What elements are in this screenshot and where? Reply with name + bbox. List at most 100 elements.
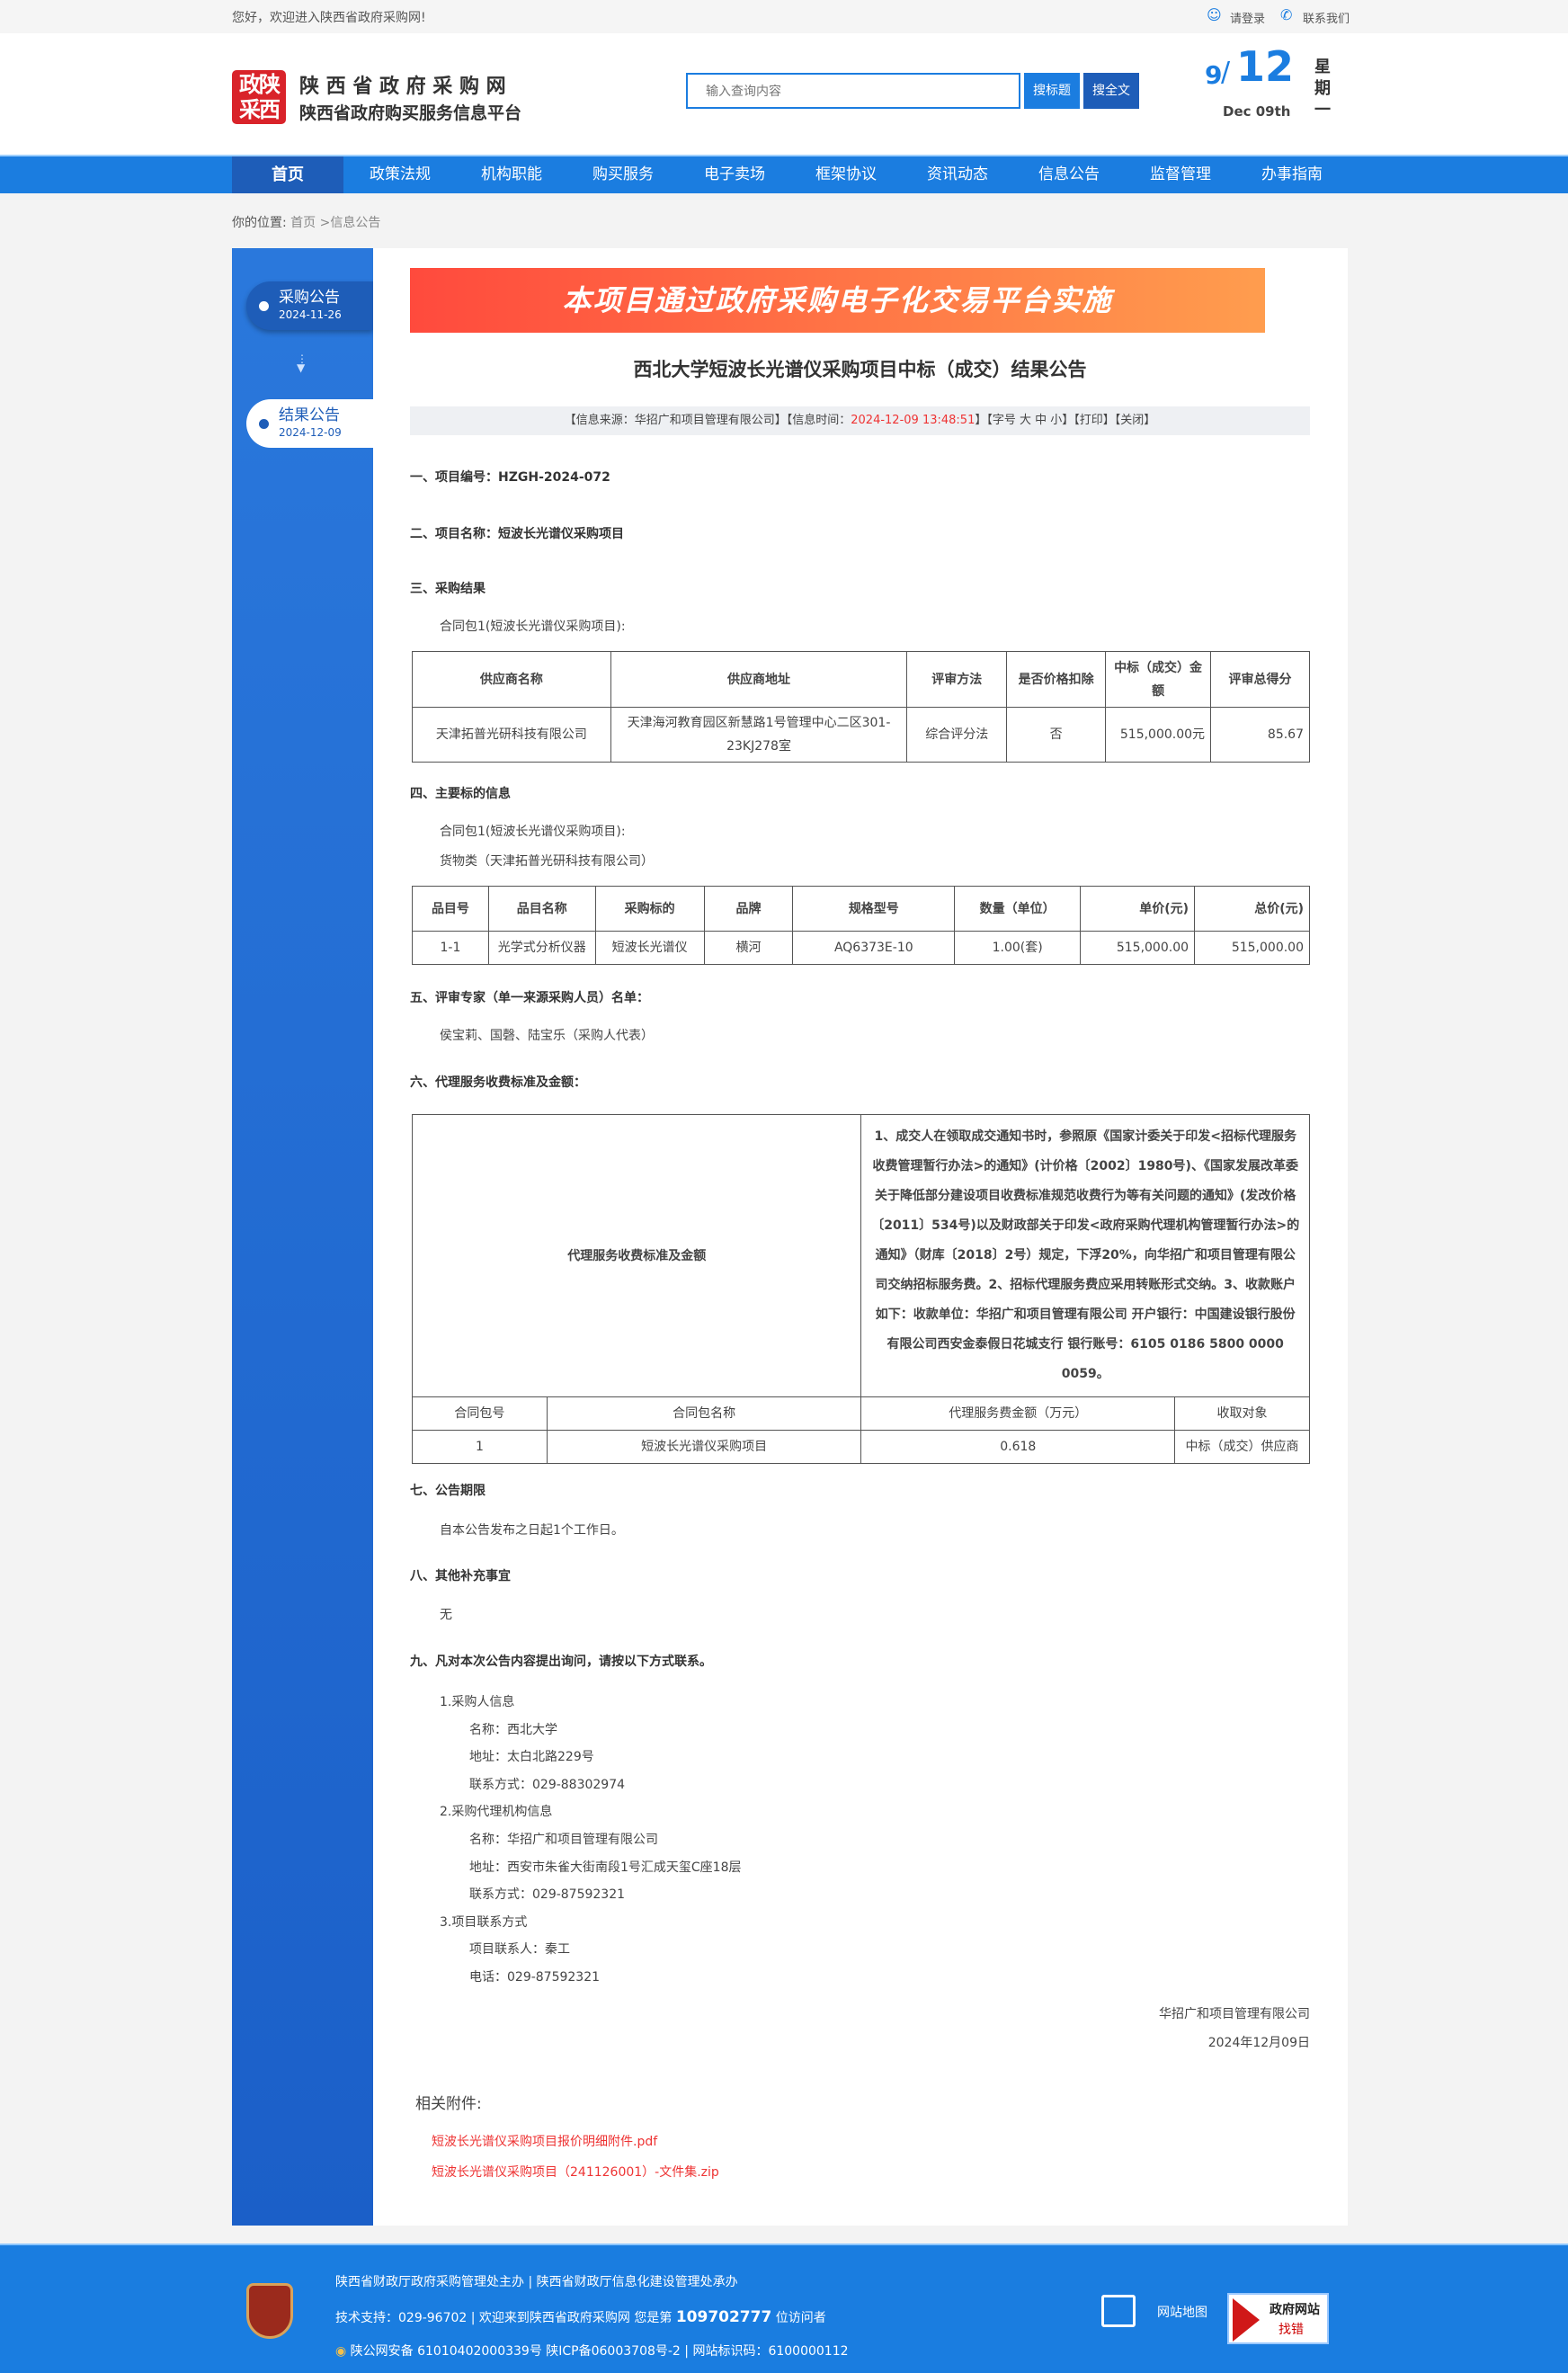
login-link[interactable]: 请登录: [1230, 13, 1266, 26]
table-row: 1 短波长光谱仪采购项目 0.618 中标（成交）供应商: [412, 1430, 1310, 1464]
nav-supervision[interactable]: 监督管理: [1150, 165, 1211, 183]
other-text: 无: [440, 1608, 452, 1622]
search-title-button[interactable]: 搜标题: [1024, 73, 1080, 109]
footer-line1: 陕西省财政厅政府采购管理处主办 | 陕西省财政厅信息化建设管理处承办: [335, 2275, 738, 2289]
table-header: 供应商地址: [610, 651, 908, 708]
cell: 天津海河教育园区新慧路1号管理中心二区301-23KJ278室: [610, 707, 908, 763]
date-month: 9: [1205, 60, 1223, 90]
nav-emall[interactable]: 电子卖场: [704, 165, 765, 183]
nav-framework[interactable]: 框架协议: [815, 165, 877, 183]
phone-icon: ✆: [1280, 6, 1293, 23]
table-header: 品牌: [703, 886, 794, 932]
contact-line: 联系方式：029-87592321: [469, 1887, 626, 1903]
date-slash: /: [1221, 57, 1231, 88]
cell: 光学式分析仪器: [487, 931, 596, 965]
cell: 1.00(套): [954, 931, 1082, 965]
section-other: 八、其他补充事宜: [410, 1569, 511, 1583]
section-contact: 九、凡对本次公告内容提出询问，请按以下方式联系。: [410, 1655, 712, 1669]
contact-line: 项目联系人：秦工: [469, 1942, 570, 1958]
attachment-link-pdf[interactable]: 短波长光谱仪采购项目报价明细附件.pdf: [432, 2135, 658, 2149]
period-text: 自本公告发布之日起1个工作日。: [440, 1523, 624, 1538]
contact-line: 电话：029-87592321: [469, 1969, 601, 1985]
section-result: 三、采购结果: [410, 582, 486, 596]
table-header: 品目号: [412, 886, 489, 932]
table-header: 评审方法: [906, 651, 1008, 708]
signature-date: 2024年12月09日: [1207, 2036, 1310, 2050]
badge-bottom: 找错: [1278, 2323, 1304, 2337]
table-header: 总价(元): [1194, 886, 1310, 932]
cell: 代理服务收费标准及金额: [411, 1114, 862, 1397]
cell: 综合评分法: [906, 707, 1008, 763]
section-project-name: 二、项目名称：短波长光谱仪采购项目: [410, 527, 624, 541]
nav-services[interactable]: 购买服务: [592, 165, 654, 183]
nav-policy[interactable]: 政策法规: [370, 165, 431, 183]
table-header: 合同包名称: [546, 1396, 862, 1431]
sidebar-item-result[interactable]: 结果公告 2024-12-09: [246, 399, 373, 448]
cell: 短波长光谱仪采购项目: [546, 1430, 862, 1464]
search-input[interactable]: [686, 73, 1020, 109]
contact-link[interactable]: 联系我们: [1303, 13, 1350, 26]
search-full-button[interactable]: 搜全文: [1083, 73, 1139, 109]
gov-site-error-badge[interactable]: 政府网站 找错: [1227, 2293, 1329, 2344]
info-actions[interactable]: 】【字号 大 中 小】【打印】【关闭】: [975, 414, 1156, 427]
page-title: 西北大学短波长光谱仪采购项目中标（成交）结果公告: [633, 359, 1087, 380]
cell: 中标（成交）供应商: [1174, 1430, 1310, 1464]
sidebar-item-label: 采购公告: [279, 289, 340, 307]
site-logo[interactable]: 政陕 采西: [232, 70, 286, 124]
cell: 85.67: [1210, 707, 1310, 763]
dot-icon: [259, 419, 269, 429]
sitemap-link[interactable]: 网站地图: [1157, 2306, 1207, 2320]
contact-heading: 3.项目联系方式: [440, 1914, 528, 1930]
result-table: 供应商名称 供应商地址 评审方法 是否价格扣除 中标（成交）金额 评审总得分 天津拓普光研…: [412, 651, 1310, 763]
contact-list: 1.采购人信息 名称：西北大学 地址：太白北路229号 联系方式：029-883…: [440, 1689, 742, 1992]
fee-table: 代理服务收费标准及金额 1、成交人在领取成交通知书时，参照原《国家计委关于印发<招…: [411, 1114, 1310, 1464]
arrow-down-icon: ⋮ ▼: [297, 352, 307, 374]
contact-heading: 1.采购人信息: [440, 1695, 515, 1709]
table-header: 是否价格扣除: [1006, 651, 1107, 708]
info-bar: 【信息来源：华招广和项目管理有限公司】【信息时间：2024-12-09 13:4…: [410, 406, 1310, 435]
nav-notices[interactable]: 信息公告: [1038, 165, 1100, 183]
section-project-number: 一、项目编号：HZGH-2024-072: [410, 470, 610, 485]
emblem-icon: [246, 2283, 293, 2339]
sidebar: 采购公告 2024-11-26 ⋮ ▼ 结果公告 2024-12-09: [232, 248, 373, 2226]
cell: 否: [1006, 707, 1107, 763]
weekday: 星期一: [1314, 58, 1331, 120]
cell: 0.618: [860, 1430, 1176, 1464]
footer-line3: ◉ 陕公网安备 61010402000339号 陕ICP备06003708号-2…: [335, 2342, 849, 2360]
package-label: 合同包1(短波长光谱仪采购项目):: [440, 620, 626, 634]
section-period: 七、公告期限: [410, 1484, 486, 1498]
contact-line: 名称：西北大学: [469, 1722, 557, 1737]
sitemap-icon[interactable]: [1101, 2295, 1136, 2327]
footer-support: 技术支持：029-96702 | 欢迎来到陕西省政府采购网 您是第: [335, 2311, 676, 2325]
contact-line: 名称：华招广和项目管理有限公司: [469, 1832, 658, 1847]
welcome-text: 您好，欢迎进入陕西省政府采购网!: [232, 11, 426, 25]
date-en: Dec 09th: [1223, 103, 1291, 120]
nav-institutions[interactable]: 机构职能: [481, 165, 542, 183]
sidebar-item-procurement[interactable]: 采购公告 2024-11-26: [246, 281, 373, 330]
dot-icon: [259, 301, 269, 311]
cell: 515,000.00: [1080, 931, 1196, 965]
table-header: 数量（单位）: [954, 886, 1082, 932]
footer: 陕西省财政厅政府采购管理处主办 | 陕西省财政厅信息化建设管理处承办 技术支持：…: [0, 2244, 1568, 2373]
cell: 天津拓普光研科技有限公司: [412, 707, 611, 763]
breadcrumb-current: >信息公告: [316, 216, 381, 230]
nav-home[interactable]: 首页: [232, 156, 343, 193]
nav-news[interactable]: 资讯动态: [927, 165, 988, 183]
attachments-label: 相关附件:: [415, 2095, 482, 2113]
badge-top: 政府网站: [1270, 2303, 1320, 2317]
table-header: 中标（成交）金额: [1105, 651, 1212, 708]
breadcrumb-home[interactable]: 首页: [290, 216, 316, 230]
experts-list: 侯宝莉、国磬、陆宝乐（采购人代表）: [440, 1029, 654, 1043]
footer-registration: 陕公网安备 61010402000339号 陕ICP备06003708号-2 |…: [350, 2344, 849, 2359]
top-bar: 您好，欢迎进入陕西省政府采购网! ☺ 请登录 ✆ 联系我们: [0, 0, 1568, 33]
contact-heading: 2.采购代理机构信息: [440, 1805, 553, 1820]
main-nav: 首页 政策法规 机构职能 购买服务 电子卖场 框架协议 资讯动态 信息公告 监督…: [0, 155, 1568, 193]
cell: AQ6373E-10: [792, 931, 956, 965]
cell: 515,000.00元: [1105, 707, 1212, 763]
nav-guide[interactable]: 办事指南: [1261, 165, 1323, 183]
attachment-link-zip[interactable]: 短波长光谱仪采购项目（241126001）-文件集.zip: [432, 2165, 719, 2180]
section-items: 四、主要标的信息: [410, 787, 511, 801]
cell: 1: [412, 1430, 548, 1464]
sidebar-item-date: 2024-11-26: [279, 308, 342, 321]
